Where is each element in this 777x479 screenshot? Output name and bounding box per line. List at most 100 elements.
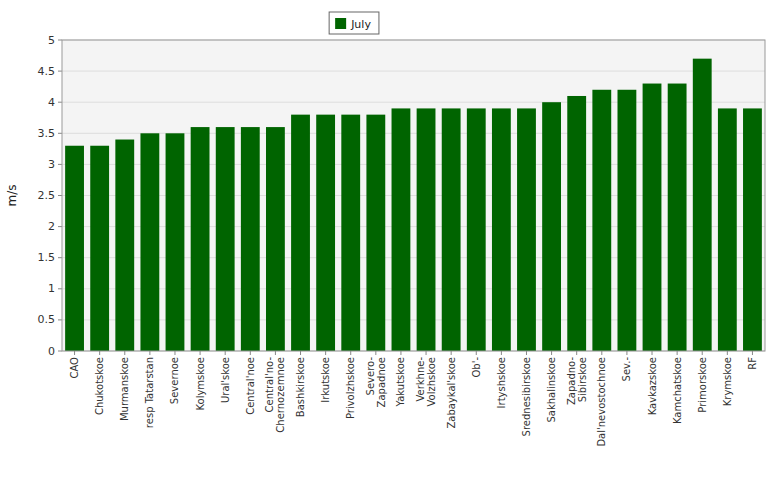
y-tick-label: 4.5 <box>38 65 56 78</box>
x-tick-label-line: Chukotskoe <box>94 357 105 415</box>
x-tick-label-line: Murmanskoe <box>119 357 130 421</box>
x-tick-label-line: Central'noe <box>245 357 256 415</box>
x-tick <box>250 351 251 355</box>
bar <box>266 127 285 351</box>
bar <box>115 140 134 351</box>
y-tick <box>58 195 62 196</box>
y-tick <box>58 288 62 289</box>
bar <box>417 108 436 351</box>
y-tick <box>58 319 62 320</box>
x-tick-label: Chukotskoe <box>94 357 105 415</box>
x-tick-label: resp Tatarstan <box>144 357 155 428</box>
bar <box>392 108 411 351</box>
y-tick-label: 3 <box>48 158 55 171</box>
x-tick <box>727 351 728 355</box>
x-tick-label: Irkutskoe <box>320 357 331 403</box>
x-tick-label: Murmanskoe <box>119 357 130 421</box>
bar <box>517 108 536 351</box>
plot-area <box>62 40 765 351</box>
x-tick <box>275 351 276 355</box>
x-tick-label-line: Irtyshskoe <box>496 357 507 408</box>
x-tick <box>200 351 201 355</box>
x-tick <box>677 351 678 355</box>
x-tick-label: Ural'skoe <box>220 357 231 403</box>
y-tick <box>58 226 62 227</box>
bars <box>65 59 762 351</box>
x-tick-label: Ob'- <box>471 357 482 378</box>
x-tick-label-line: Zapadnoe <box>376 357 387 407</box>
y-tick-label: 5 <box>48 34 55 47</box>
x-tick <box>501 351 502 355</box>
y-tick-label: 0.5 <box>38 313 56 326</box>
legend: July <box>329 12 379 34</box>
x-tick-label-line: Severo- <box>365 357 376 396</box>
bar <box>492 108 511 351</box>
bar <box>316 115 335 351</box>
legend-label: July <box>350 18 371 31</box>
x-tick-label-line: Zabaykal'skoe <box>446 357 457 429</box>
x-tick-label-line: Severnoe <box>169 357 180 404</box>
bar <box>341 115 360 351</box>
bar <box>90 146 109 351</box>
bar <box>643 84 662 351</box>
x-tick <box>74 351 75 355</box>
y-tick-label: 2 <box>48 220 55 233</box>
x-tick-label-line: Srednesibirskoe <box>521 357 532 436</box>
x-tick <box>702 351 703 355</box>
x-tick-label: Zabaykal'skoe <box>446 357 457 429</box>
x-tick-label-line: CAO <box>69 357 80 379</box>
x-tick-label-line: Volzhskoe <box>426 357 437 406</box>
x-tick-label-line: Central'no- <box>264 357 275 413</box>
x-tick-label: RF <box>747 357 758 370</box>
x-tick-label: Dal'nevostochnoe <box>596 357 607 447</box>
x-tick-label: CAO <box>69 357 80 379</box>
bar <box>191 127 210 351</box>
x-tick <box>124 351 125 355</box>
x-tick <box>174 351 175 355</box>
x-tick-label: Severnoe <box>169 357 180 404</box>
x-tick-label: Irtyshskoe <box>496 357 507 408</box>
x-tick <box>149 351 150 355</box>
plot-frame <box>62 40 765 351</box>
y-tick <box>58 102 62 103</box>
bar <box>467 108 486 351</box>
x-tick-label-line: Kamchatskoe <box>672 357 683 424</box>
x-tick-label-line: Sev.- <box>621 357 632 382</box>
x-tick-label-line: Privolzhskoe <box>345 357 356 419</box>
legend-box <box>329 12 379 34</box>
x-tick <box>576 351 577 355</box>
x-tick-label: Primorskoe <box>697 357 708 413</box>
x-tick-label: Yakutskoe <box>395 357 406 408</box>
x-tick <box>99 351 100 355</box>
y-tick-label: 4 <box>48 96 55 109</box>
x-tick-label: Kamchatskoe <box>672 357 683 424</box>
x-tick-label-line: Krymskoe <box>722 357 733 406</box>
y-tick <box>58 257 62 258</box>
x-tick <box>451 351 452 355</box>
bar <box>140 133 159 351</box>
x-tick <box>400 351 401 355</box>
bar <box>743 108 762 351</box>
bar <box>216 127 235 351</box>
x-tick <box>476 351 477 355</box>
x-tick-label: Zapadno-Sibirskoe <box>566 357 588 405</box>
x-tick-label: Srednesibirskoe <box>521 357 532 436</box>
y-tick <box>58 164 62 165</box>
x-tick-label: Sakhalinskoe <box>546 357 557 423</box>
y-axis: 00.511.522.533.544.55 <box>38 34 766 358</box>
x-tick <box>350 351 351 355</box>
bar <box>567 96 586 351</box>
x-tick <box>225 351 226 355</box>
x-tick <box>526 351 527 355</box>
x-tick-label-line: Dal'nevostochnoe <box>596 357 607 447</box>
x-tick-label: Kolymskoe <box>195 357 206 411</box>
y-tick <box>58 71 62 72</box>
x-tick <box>426 351 427 355</box>
x-tick-label-line: RF <box>747 357 758 370</box>
chart: 00.511.522.533.544.55CAOChukotskoeMurman… <box>0 0 777 479</box>
y-tick-label: 3.5 <box>38 127 56 140</box>
x-tick <box>300 351 301 355</box>
bar <box>291 115 310 351</box>
y-tick <box>58 133 62 134</box>
x-tick-label: Central'no-Chernozemnoe <box>264 357 286 433</box>
